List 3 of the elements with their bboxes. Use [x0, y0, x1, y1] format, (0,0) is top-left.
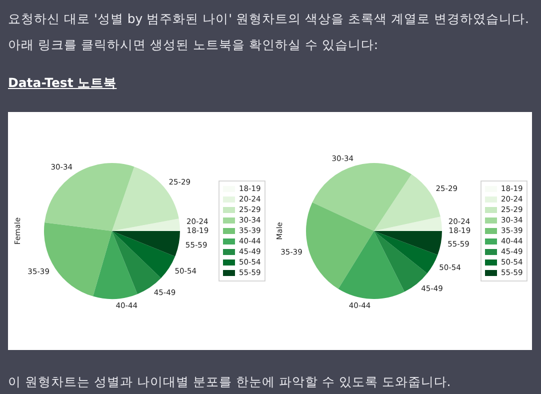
text: 이 원형차트는 성별과 나이대별 분포를 한눈에 파악할 수 있도록 도와줍니다. [8, 374, 452, 391]
text: Data-Test 노트북 [8, 74, 118, 92]
text: 요청하신 대로 '성별 by 범주화된 나이' 원형차트의 색상을 초록색 계열로 변경하였습니다. 아래 링크를 클릭하시면 생성된 노트북을 확인하실 수 있습니다: [8, 10, 530, 54]
